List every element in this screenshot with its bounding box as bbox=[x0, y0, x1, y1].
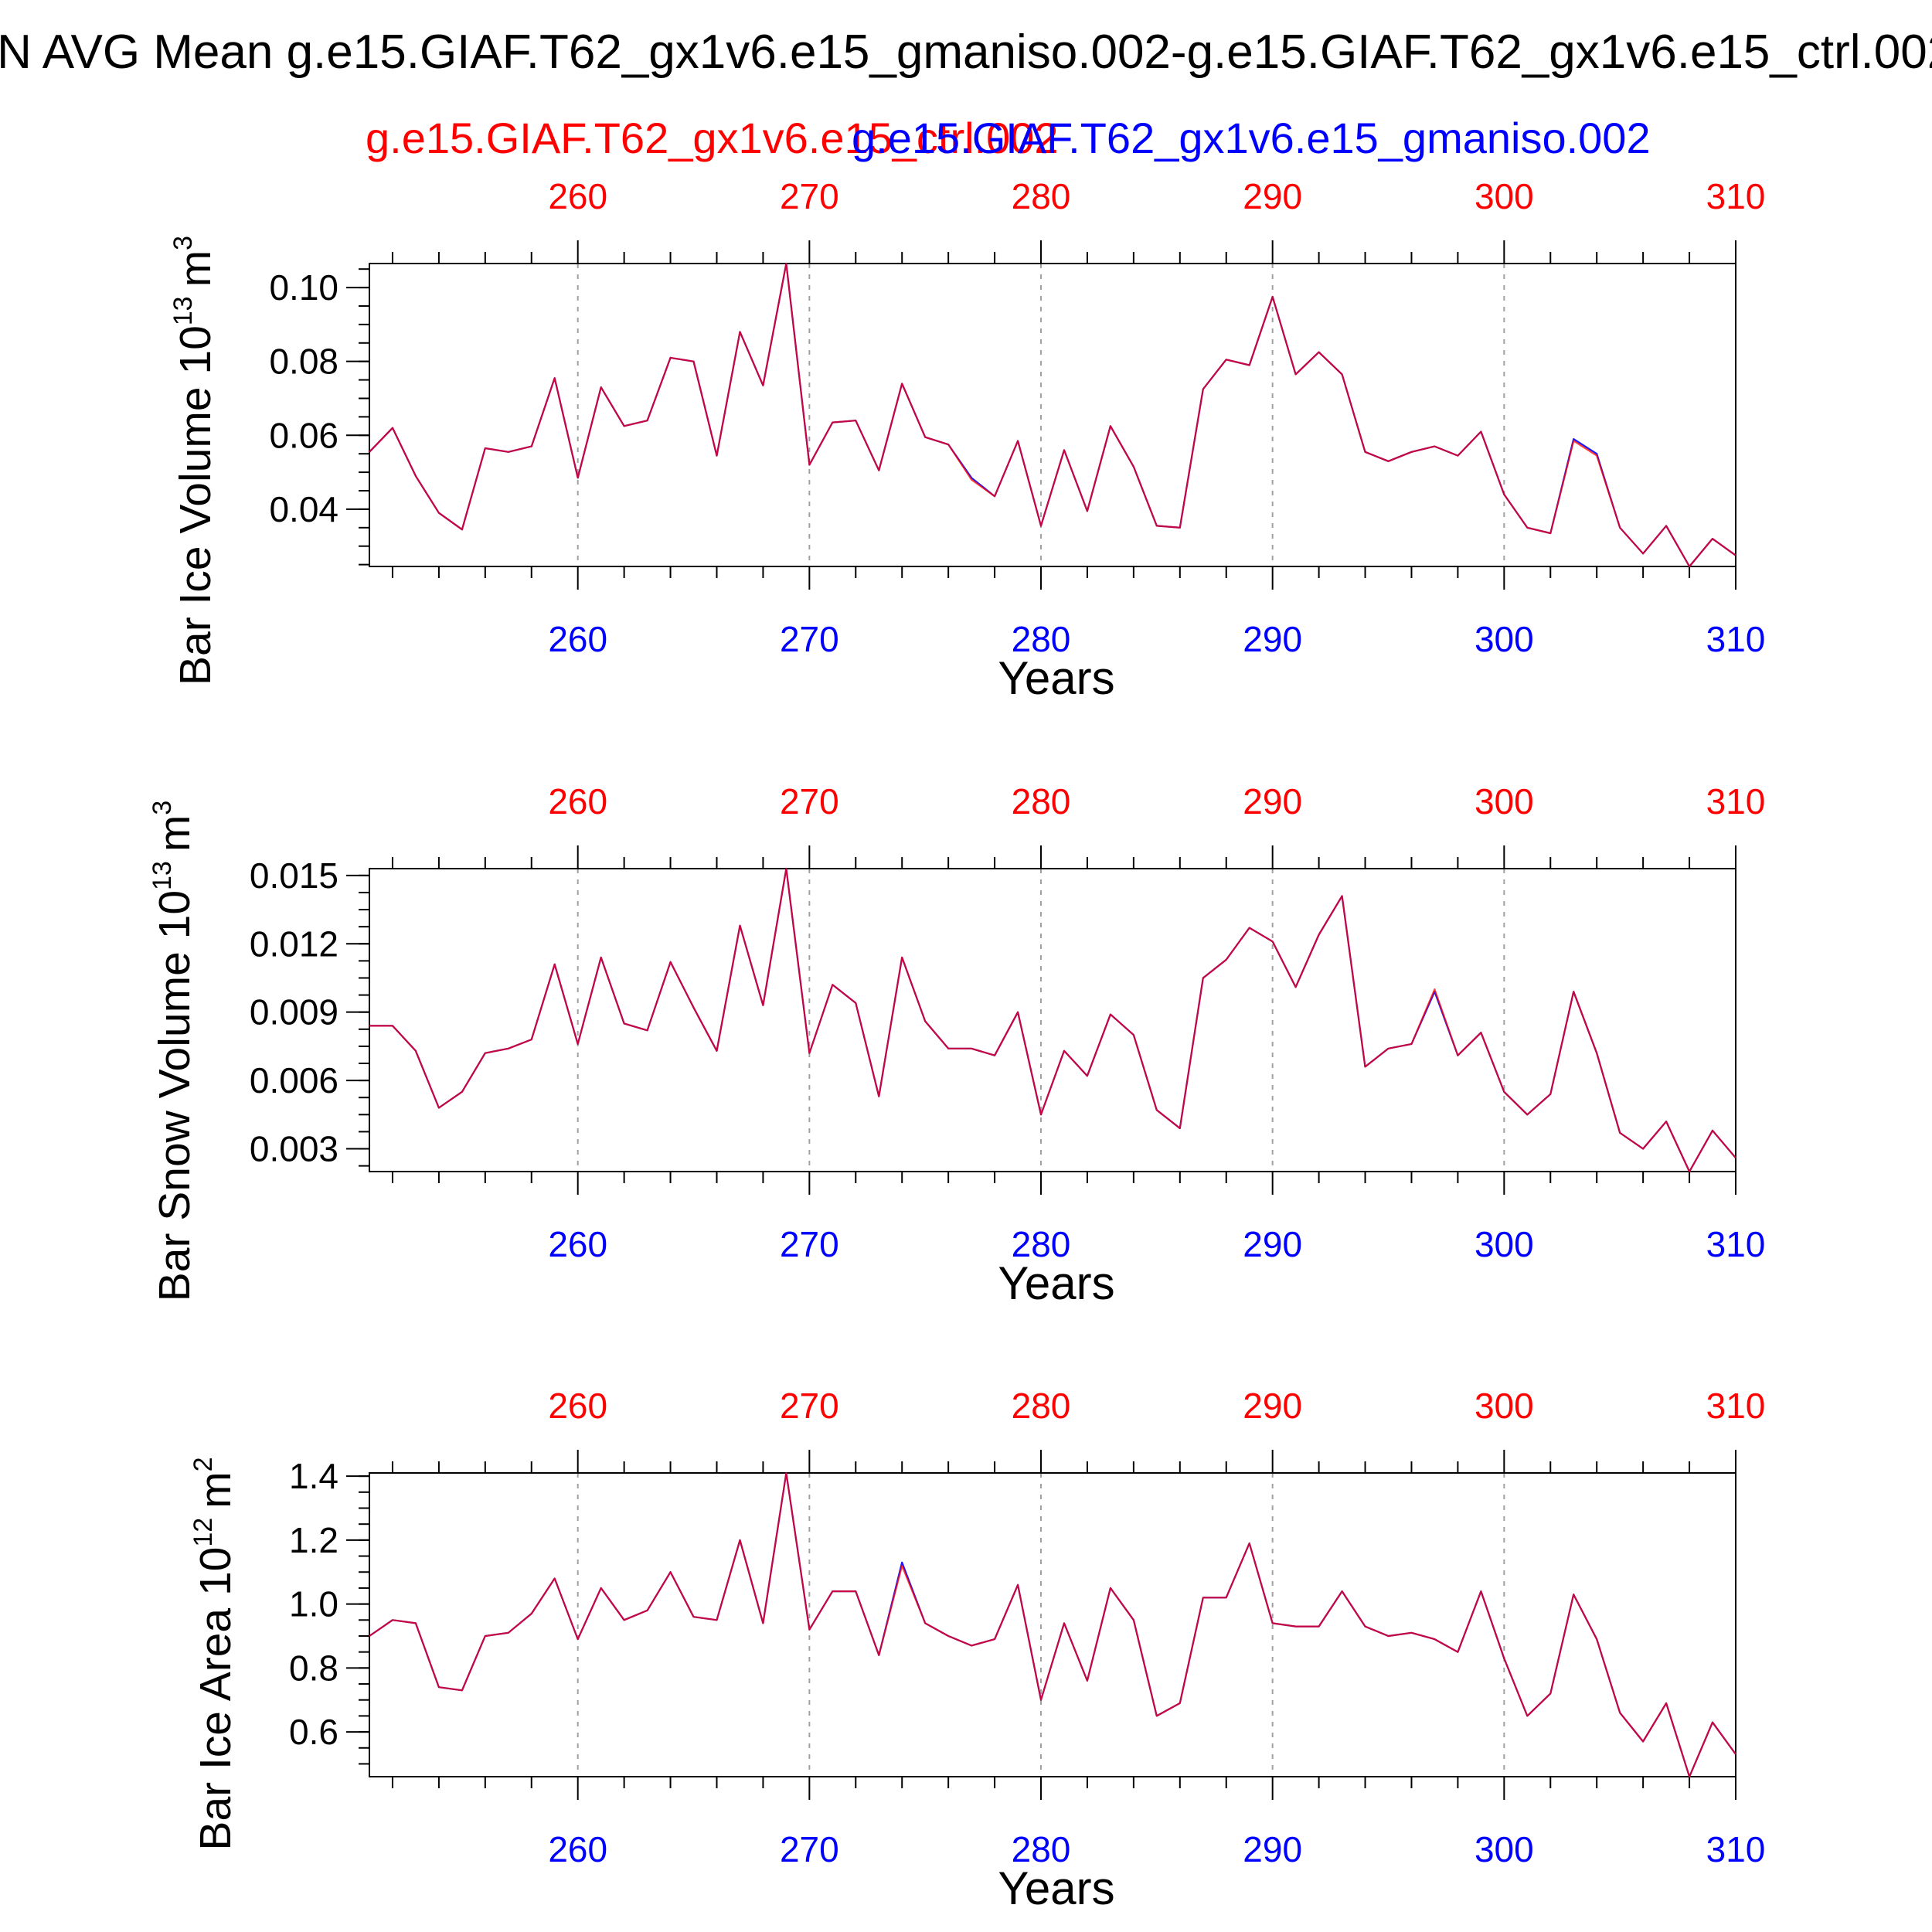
x-tick-label-top: 310 bbox=[1706, 176, 1766, 216]
y-axis-label-main: Bar Ice Area 10 bbox=[191, 1547, 240, 1851]
x-tick-label-top: 300 bbox=[1475, 1386, 1534, 1426]
y-tick-label: 0.009 bbox=[250, 992, 338, 1032]
x-tick-label-bottom: 310 bbox=[1706, 1224, 1766, 1264]
x-tick-label-bottom: 300 bbox=[1475, 1224, 1534, 1264]
x-axis-label: Years bbox=[998, 652, 1114, 704]
plot-frame bbox=[369, 868, 1736, 1172]
x-tick-label-top: 280 bbox=[1012, 781, 1071, 821]
series-line-ctrl bbox=[369, 1471, 1736, 1778]
y-axis-label-unit-exponent: 3 bbox=[168, 236, 198, 250]
x-tick-label-bottom: 290 bbox=[1243, 1224, 1302, 1264]
x-tick-label-top: 260 bbox=[548, 176, 607, 216]
plot-frame bbox=[369, 1472, 1736, 1777]
x-tick-label-top: 290 bbox=[1243, 781, 1302, 821]
x-tick-label-bottom: 270 bbox=[780, 1829, 839, 1869]
x-tick-label-bottom: 310 bbox=[1706, 1829, 1766, 1869]
x-tick-label-top: 280 bbox=[1012, 1386, 1071, 1426]
y-axis-label-unit-exponent: 3 bbox=[148, 801, 177, 815]
y-tick-label: 0.015 bbox=[250, 855, 338, 896]
series-line-ctrl bbox=[369, 867, 1736, 1173]
x-tick-label-top: 300 bbox=[1475, 781, 1534, 821]
y-axis-label-unit: m bbox=[191, 1471, 240, 1508]
y-axis-label-exponent: 13 bbox=[148, 861, 177, 890]
x-tick-label-bottom: 300 bbox=[1475, 619, 1534, 659]
x-tick-label-bottom: 280 bbox=[1012, 1224, 1071, 1264]
chart-panels: 260 260 270 270 280 280 290 290 300 300 310 310 0.04… bbox=[148, 176, 1765, 1914]
y-axis-label-exponent: 12 bbox=[189, 1518, 218, 1547]
y-tick-label: 0.003 bbox=[250, 1129, 338, 1169]
x-tick-label-bottom: 260 bbox=[548, 619, 607, 659]
x-tick-label-top: 300 bbox=[1475, 176, 1534, 216]
x-tick-label-bottom: 290 bbox=[1243, 619, 1302, 659]
x-tick-label-top: 270 bbox=[780, 1386, 839, 1426]
y-tick-label: 0.06 bbox=[269, 415, 338, 455]
x-tick-label-top: 260 bbox=[548, 781, 607, 821]
x-tick-label-top: 270 bbox=[780, 781, 839, 821]
y-axis-label-unit: m bbox=[150, 815, 199, 852]
legend-ctrl: g.e15.GIAF.T62_gx1v6.e15_ctrl.002 bbox=[366, 114, 1059, 162]
x-tick-label-bottom: 310 bbox=[1706, 619, 1766, 659]
y-tick-label: 0.6 bbox=[289, 1712, 338, 1752]
x-axis-label: Years bbox=[998, 1257, 1114, 1309]
x-tick-label-top: 290 bbox=[1243, 1386, 1302, 1426]
chart-panel-1: 260 260 270 270 280 280 290 290 300 300 310 310 0.04… bbox=[168, 176, 1765, 704]
y-tick-label: 0.8 bbox=[289, 1648, 338, 1688]
y-tick-label: 0.006 bbox=[250, 1060, 338, 1100]
y-tick-label: 1.2 bbox=[289, 1520, 338, 1560]
y-tick-label: 1.4 bbox=[289, 1456, 338, 1496]
chart-panel-2: 260 260 270 270 280 280 290 290 300 300 310 310 0.00… bbox=[148, 781, 1765, 1309]
x-tick-label-bottom: 260 bbox=[548, 1829, 607, 1869]
x-tick-label-bottom: 280 bbox=[1012, 619, 1071, 659]
series-line-ctrl bbox=[369, 262, 1736, 568]
y-axis-label-exponent: 13 bbox=[168, 296, 198, 325]
y-axis-label-main: Bar Snow Volume 10 bbox=[150, 890, 199, 1301]
x-tick-label-top: 290 bbox=[1243, 176, 1302, 216]
x-tick-label-bottom: 270 bbox=[780, 1224, 839, 1264]
x-tick-label-top: 260 bbox=[548, 1386, 607, 1426]
chart-panel-3: 260 260 270 270 280 280 290 290 300 300 310 310 0.6 0… bbox=[189, 1386, 1765, 1914]
y-tick-label: 0.08 bbox=[269, 342, 338, 382]
plot-frame bbox=[369, 263, 1736, 567]
figure-title: ANN AVG Mean g.e15.GIAF.T62_gx1v6.e15_gm… bbox=[0, 26, 1932, 79]
x-tick-label-bottom: 260 bbox=[548, 1224, 607, 1264]
y-axis-label-main: Bar Ice Volume 10 bbox=[171, 325, 220, 685]
y-axis-label: Bar Snow Volume 1013 m3 bbox=[148, 801, 199, 1302]
y-axis-label-unit-exponent: 2 bbox=[189, 1457, 218, 1471]
x-tick-label-top: 270 bbox=[780, 176, 839, 216]
y-tick-label: 0.04 bbox=[269, 489, 338, 529]
x-tick-label-bottom: 300 bbox=[1475, 1829, 1534, 1869]
x-tick-label-top: 310 bbox=[1706, 781, 1766, 821]
y-axis-label-unit: m bbox=[171, 250, 220, 287]
x-tick-label-top: 280 bbox=[1012, 176, 1071, 216]
x-tick-label-bottom: 280 bbox=[1012, 1829, 1071, 1869]
y-axis-label: Bar Ice Area 1012 m2 bbox=[189, 1457, 240, 1850]
x-tick-label-bottom: 270 bbox=[780, 619, 839, 659]
x-tick-label-top: 310 bbox=[1706, 1386, 1766, 1426]
y-tick-label: 0.012 bbox=[250, 923, 338, 964]
legend-gmaniso: g.e15.GIAF.T62_gx1v6.e15_gmaniso.002 bbox=[852, 114, 1651, 162]
y-tick-label: 1.0 bbox=[289, 1584, 338, 1624]
y-tick-label: 0.10 bbox=[269, 267, 338, 308]
x-axis-label: Years bbox=[998, 1862, 1114, 1914]
y-axis-label: Bar Ice Volume 1013 m3 bbox=[168, 236, 220, 685]
x-tick-label-bottom: 290 bbox=[1243, 1829, 1302, 1869]
